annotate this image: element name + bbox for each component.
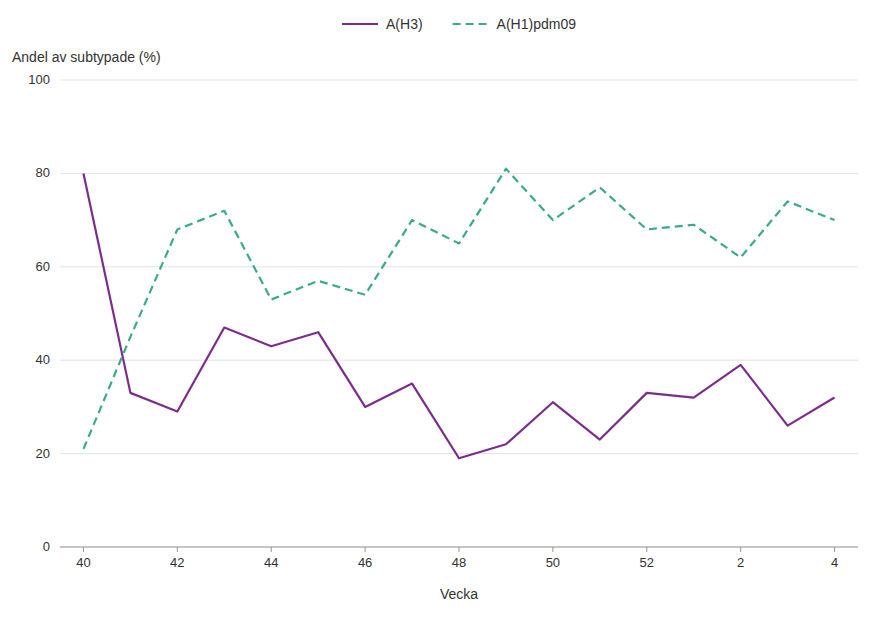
grid-line: [60, 173, 858, 174]
legend-item: A(H1)pdm09: [453, 16, 577, 32]
grid-line: [60, 80, 858, 81]
x-tick-label: 46: [358, 555, 372, 570]
x-tick-label: 44: [264, 555, 278, 570]
chart-container: 0 20 40 60 80 100 40 42 44 46 48 50 52 2 4 Vecka Andel a…: [0, 0, 883, 617]
x-tick: [459, 547, 460, 552]
x-tick-label: 50: [546, 555, 560, 570]
lines: [83, 169, 834, 459]
legend-label: A(H1)pdm09: [497, 16, 577, 32]
x-tick-label: 48: [452, 555, 466, 570]
x-tick-label: 2: [737, 555, 744, 570]
x-tick-label: 42: [170, 555, 184, 570]
x-tick: [552, 547, 553, 552]
x-tick: [83, 547, 84, 552]
grid-line: [60, 453, 858, 454]
y-tick-label: 100: [28, 72, 50, 87]
y-grid: [60, 80, 858, 547]
legend-swatch: [342, 23, 378, 25]
x-tick: [177, 547, 178, 552]
grid-line: [60, 266, 858, 267]
chart-svg: 0 20 40 60 80 100 40 42 44 46 48 50 52 2 4 Vecka Andel a…: [0, 0, 883, 617]
x-tick: [365, 547, 366, 552]
y-tick-label: 20: [36, 446, 50, 461]
x-tick: [834, 547, 835, 552]
x-tick-label: 52: [640, 555, 654, 570]
x-tick-label: 4: [831, 555, 838, 570]
legend-swatch: [453, 23, 489, 25]
series-line: [83, 173, 834, 458]
grid-line: [60, 360, 858, 361]
y-tick-label: 80: [36, 165, 50, 180]
x-axis-label: Vecka: [440, 586, 478, 602]
x-tick: [646, 547, 647, 552]
legend: A(H3) A(H1)pdm09: [342, 16, 576, 32]
x-tick-label: 40: [76, 555, 90, 570]
legend-item: A(H3): [342, 16, 423, 32]
x-tick: [740, 547, 741, 552]
series-line: [83, 169, 834, 449]
y-axis-label: Andel av subtypade (%): [12, 49, 161, 65]
legend-label: A(H3): [386, 16, 423, 32]
x-tick: [271, 547, 272, 552]
y-tick-label: 60: [36, 259, 50, 274]
y-tick-label: 0: [43, 539, 50, 554]
y-tick-label: 40: [36, 352, 50, 367]
